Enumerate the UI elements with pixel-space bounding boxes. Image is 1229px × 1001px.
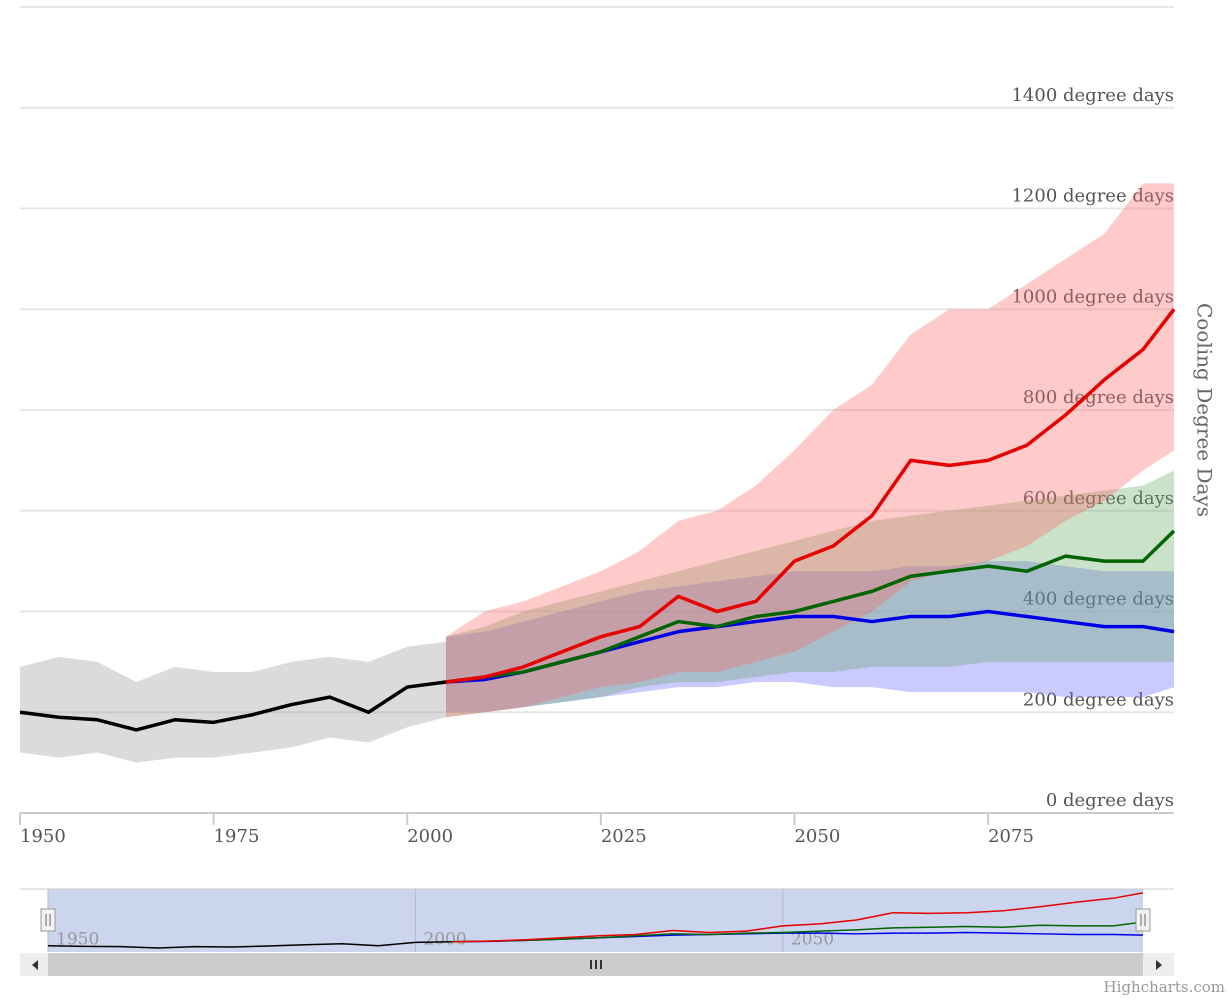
series-line bbox=[19, 680, 447, 732]
x-tick-label: 2025 bbox=[601, 826, 647, 847]
y-tick-label: 0 degree days bbox=[1046, 790, 1174, 811]
handle-grip bbox=[45, 914, 51, 926]
credit[interactable]: Highcharts.com bbox=[1104, 978, 1225, 996]
x-tick-label: 2050 bbox=[794, 826, 840, 847]
series-line bbox=[452, 921, 1144, 943]
y-tick-label: 1200 degree days bbox=[1011, 186, 1174, 207]
x-tick-label: 1950 bbox=[20, 826, 66, 847]
scrollbar-grip bbox=[590, 960, 602, 969]
series-line bbox=[452, 892, 1144, 943]
navigator-mask bbox=[48, 889, 1143, 952]
handle-box bbox=[1135, 908, 1151, 932]
scrollbar-left-arrow[interactable] bbox=[32, 960, 38, 970]
y-tick-label: 600 degree days bbox=[1023, 488, 1174, 509]
handle-box bbox=[40, 908, 56, 932]
series-line bbox=[47, 940, 453, 949]
navigator-tick-label: 1950 bbox=[56, 930, 99, 950]
plot-area: 0 degree days 200 degree days 400 degree d… bbox=[19, 85, 1176, 847]
range-band bbox=[445, 470, 1174, 718]
navigator: 1950 2000 2050 bbox=[20, 888, 1174, 952]
y-axis-title: Cooling Degree Days bbox=[1193, 303, 1217, 517]
range-band bbox=[445, 561, 1174, 713]
y-tick-label: 1000 degree days bbox=[1011, 286, 1174, 307]
navigator-tick-label: 2000 bbox=[423, 930, 466, 950]
series-line bbox=[445, 529, 1176, 684]
scrollbar-right-arrow[interactable] bbox=[1156, 960, 1162, 970]
range-band bbox=[445, 183, 1174, 718]
x-tick-label: 2075 bbox=[988, 826, 1034, 847]
x-tick-label: 2000 bbox=[407, 826, 453, 847]
navigator-tick-label: 2050 bbox=[791, 930, 834, 950]
y-tick-label: 400 degree days bbox=[1023, 589, 1174, 610]
navigator-handle[interactable] bbox=[1135, 908, 1151, 932]
y-tick-label: 800 degree days bbox=[1023, 387, 1174, 408]
range-band bbox=[20, 641, 446, 763]
y-tick-label: 1400 degree days bbox=[1011, 85, 1174, 106]
y-tick-label: 200 degree days bbox=[1023, 689, 1174, 710]
series-line bbox=[445, 308, 1176, 684]
navigator-handle[interactable] bbox=[40, 908, 56, 932]
handle-grip bbox=[1140, 914, 1146, 926]
scrollbar[interactable] bbox=[20, 953, 1174, 976]
x-tick-label: 1975 bbox=[214, 826, 260, 847]
